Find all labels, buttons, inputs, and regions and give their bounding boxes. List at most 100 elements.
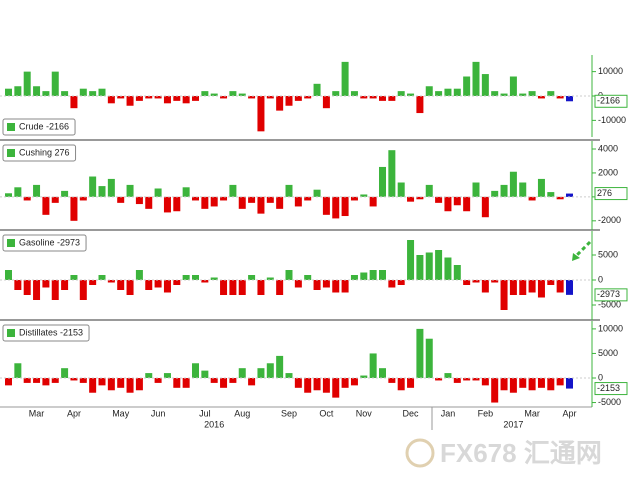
bar — [547, 91, 555, 96]
bar — [229, 91, 237, 96]
legend-box — [2, 234, 87, 252]
bar — [61, 190, 69, 197]
bar — [537, 377, 545, 388]
bar — [453, 88, 461, 96]
legend-swatch — [7, 123, 15, 131]
legend-swatch — [7, 329, 15, 337]
x-tick-label: Feb — [478, 408, 494, 418]
year-label: 2016 — [204, 419, 224, 429]
bar — [416, 255, 424, 280]
bar — [397, 182, 405, 197]
bar — [257, 280, 265, 295]
bar — [220, 96, 228, 99]
bar — [416, 328, 424, 378]
y-tick-label: -2000 — [598, 215, 621, 225]
bar — [566, 96, 573, 102]
bar — [313, 189, 321, 197]
bar — [220, 196, 228, 201]
y-tick-label: 5000 — [598, 348, 618, 358]
legend-box — [2, 144, 77, 162]
bar — [472, 377, 480, 381]
bar — [304, 96, 312, 99]
bar — [407, 377, 415, 388]
bar — [463, 280, 471, 285]
bar — [444, 257, 452, 280]
arrow — [572, 240, 592, 260]
legend-box — [2, 118, 76, 136]
bar — [238, 368, 246, 378]
bar — [5, 193, 12, 197]
bar — [444, 196, 452, 212]
bar — [407, 93, 415, 96]
bar — [379, 270, 386, 280]
bar — [220, 280, 228, 295]
y-tick-label: 2000 — [598, 167, 618, 177]
bar — [42, 91, 50, 96]
y-tick-label: 10000 — [598, 323, 623, 333]
bar — [369, 196, 377, 207]
bar — [500, 377, 508, 391]
bar — [285, 270, 293, 280]
bar — [547, 280, 555, 285]
last-value-label: -2153 — [597, 383, 620, 393]
bar — [23, 196, 31, 201]
bar — [556, 377, 564, 386]
bar — [285, 373, 293, 378]
bar — [509, 171, 517, 197]
bar — [350, 377, 358, 386]
bar — [294, 280, 302, 288]
bar — [33, 377, 41, 383]
bar — [42, 196, 50, 215]
bar — [491, 377, 499, 403]
y-tick-label: 0 — [598, 372, 603, 382]
legend-label: Crude -2166 — [19, 121, 69, 131]
bar — [135, 96, 143, 101]
bar — [369, 353, 377, 378]
bar — [350, 275, 358, 280]
bar — [360, 96, 368, 99]
bar — [491, 190, 499, 197]
bar — [117, 280, 125, 290]
bar — [416, 196, 424, 200]
bar — [154, 96, 162, 99]
watermark: FX678 汇通网 — [440, 438, 602, 468]
bar — [472, 61, 480, 96]
x-tick-label: Aug — [234, 408, 250, 418]
bar — [117, 196, 125, 203]
bar — [126, 96, 134, 106]
bar — [509, 377, 517, 393]
bar — [276, 280, 284, 295]
bar — [397, 377, 405, 391]
bar — [369, 270, 377, 280]
bar — [182, 377, 190, 388]
bar — [276, 355, 284, 378]
bar — [379, 368, 386, 378]
bar — [444, 88, 452, 96]
bar — [322, 280, 330, 288]
bar — [201, 91, 209, 96]
bar — [192, 96, 199, 101]
bar — [313, 280, 321, 290]
bar — [154, 188, 162, 197]
bar — [266, 277, 274, 280]
bar — [182, 187, 190, 197]
y-tick-label: 10000 — [598, 66, 623, 76]
bar — [201, 196, 209, 209]
bar — [70, 275, 78, 280]
bar — [61, 91, 69, 96]
bar — [145, 373, 153, 378]
bar — [145, 280, 153, 290]
bar — [51, 71, 59, 96]
bar — [173, 377, 181, 388]
bar — [5, 270, 12, 280]
bar — [491, 280, 499, 283]
bar — [435, 250, 443, 280]
bar — [425, 86, 433, 96]
bar — [435, 377, 443, 381]
bar — [61, 368, 69, 378]
bar — [98, 88, 106, 96]
x-tick-label: Jun — [151, 408, 166, 418]
bar — [61, 280, 69, 290]
bar — [537, 280, 545, 298]
